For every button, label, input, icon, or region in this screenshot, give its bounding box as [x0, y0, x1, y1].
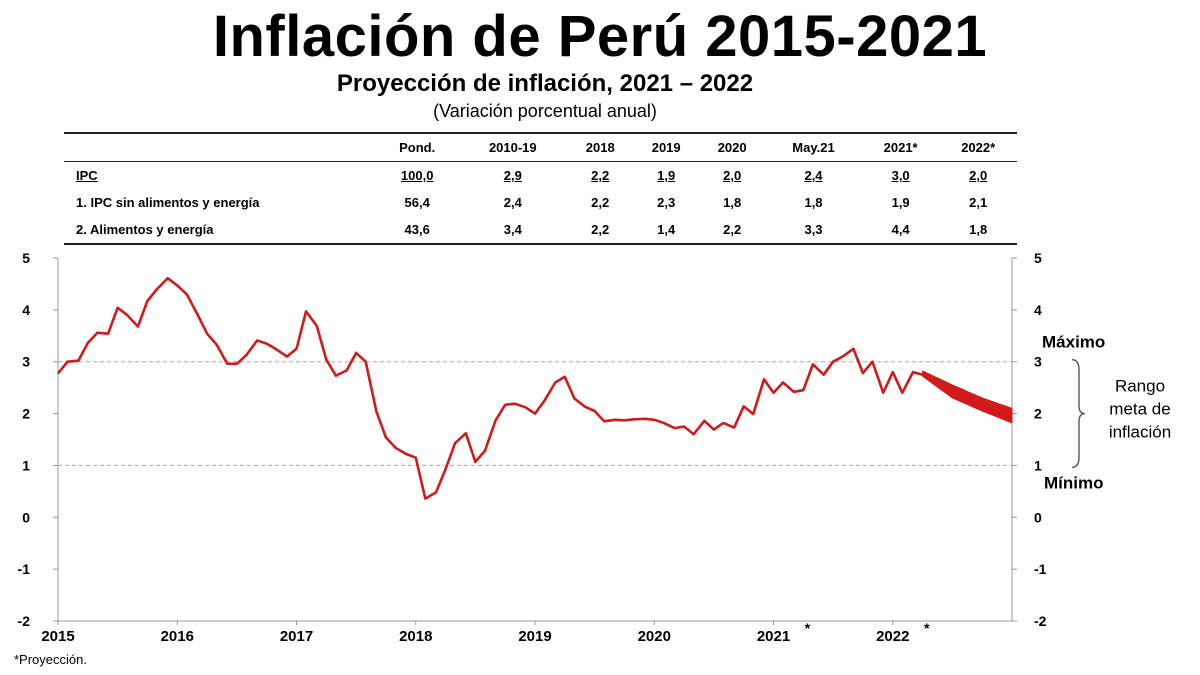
- table-header-cell: 2020: [717, 140, 747, 155]
- table-cell: 3,0: [891, 168, 910, 183]
- x-tick-label: 2021: [757, 628, 790, 645]
- target-max-label: Máximo: [1042, 333, 1105, 352]
- y-tick-label-left: 3: [22, 354, 30, 370]
- y-tick-label-right: 2: [1034, 406, 1042, 422]
- x-tick-label: 2022: [876, 628, 909, 645]
- y-tick-label-left: 4: [22, 302, 30, 318]
- table-cell: 100,0: [400, 168, 434, 183]
- table-cell: 2. Alimentos y energía: [76, 222, 214, 237]
- y-tick-label-left: 0: [22, 509, 30, 525]
- table-row-food-energy: 2. Alimentos y energía 43,6 3,4 2,2 1,4 …: [64, 216, 1017, 244]
- table-cell: 2,0: [969, 168, 988, 183]
- table-cell: 43,6: [404, 222, 430, 237]
- table-cell: 2,4: [804, 168, 823, 183]
- table-header-cell: 2021*: [883, 140, 918, 155]
- x-tick-asterisk: *: [805, 620, 811, 636]
- table-row-ipc: IPC 100,0 2,9 2,2 1,9 2,0 2,4 3,0 2,0: [64, 162, 1017, 190]
- table-cell: 2,3: [657, 195, 676, 210]
- table-cell: 2,1: [969, 195, 988, 210]
- table-cell: IPC: [76, 168, 98, 183]
- y-tick-label-left: 1: [22, 457, 30, 473]
- x-tick-label: 2018: [399, 628, 432, 645]
- table-header-cell: 2019: [651, 140, 681, 155]
- projection-band: [922, 370, 1013, 424]
- y-tick-label-left: -1: [18, 561, 31, 577]
- target-range-label: Rango: [1115, 377, 1165, 396]
- table-header-row: Pond. 2010-19 2018 2019 2020 May.21 2021…: [64, 133, 1017, 162]
- y-tick-label-right: 3: [1034, 354, 1042, 370]
- y-tick-label-right: 1: [1034, 457, 1042, 473]
- y-tick-label-left: 5: [22, 250, 30, 266]
- y-tick-label-right: 5: [1034, 250, 1042, 266]
- table-cell: 2,2: [723, 222, 742, 237]
- table-header-cell: 2018: [585, 140, 615, 155]
- table-cell: 1,8: [969, 222, 988, 237]
- y-tick-label-right: -2: [1034, 613, 1047, 629]
- table-row-core: 1. IPC sin alimentos y energía 56,4 2,4 …: [64, 189, 1017, 216]
- target-range-label: inflación: [1109, 423, 1171, 442]
- inflation-line-chart: 5 4 3 2 1 0 -1 -2 5 4 3 2 1 0 -1 -2 2015 2016 2017 2018 2019…: [18, 250, 1172, 645]
- x-tick-label: 2015: [41, 628, 74, 645]
- table-header-cell: [64, 133, 376, 162]
- x-tick-asterisk: *: [924, 620, 930, 636]
- chart-subtitle-units: (Variación porcentual anual): [433, 101, 657, 121]
- inflation-series-line: [56, 276, 923, 500]
- table-cell: 2,2: [591, 222, 610, 237]
- y-tick-label-right: 4: [1034, 302, 1042, 318]
- table-cell: 2,4: [503, 195, 522, 210]
- table-cell: 3,4: [503, 222, 522, 237]
- table-cell: 56,4: [404, 195, 430, 210]
- footnote: *Proyección.: [14, 652, 87, 667]
- target-range-label: meta de: [1109, 400, 1170, 419]
- table-cell: 4,4: [891, 222, 910, 237]
- main-title: Inflación de Perú 2015-2021: [212, 4, 988, 69]
- table-cell: 1. IPC sin alimentos y energía: [76, 195, 260, 210]
- table-cell: 1,8: [723, 195, 742, 210]
- y-tick-label-left: 2: [22, 406, 30, 422]
- table-cell: 2,2: [591, 168, 610, 183]
- table-cell: 3,3: [804, 222, 823, 237]
- x-tick-label: 2017: [280, 628, 313, 645]
- table-header-cell: May.21: [792, 140, 835, 155]
- table-cell: 2,2: [591, 195, 610, 210]
- x-tick-label: 2016: [161, 628, 194, 645]
- table-cell: 1,9: [657, 168, 676, 183]
- y-tick-label-right: -1: [1034, 561, 1047, 577]
- table-cell: 2,0: [723, 168, 742, 183]
- table-cell: 1,9: [891, 195, 910, 210]
- y-tick-label-left: -2: [18, 613, 31, 629]
- chart-subtitle: Proyección de inflación, 2021 – 2022: [336, 70, 754, 97]
- x-tick-label: 2019: [518, 628, 551, 645]
- table-header-cell: 2022*: [961, 140, 996, 155]
- y-tick-label-right: 0: [1034, 509, 1042, 525]
- projection-table: Pond. 2010-19 2018 2019 2020 May.21 2021…: [64, 132, 1017, 245]
- table-cell: 1,4: [657, 222, 676, 237]
- table-header-cell: Pond.: [399, 140, 436, 155]
- table-cell: 2,9: [503, 168, 522, 183]
- x-tick-label: 2020: [638, 628, 671, 645]
- table-cell: 1,8: [804, 195, 823, 210]
- table-header-cell: 2010-19: [488, 140, 537, 155]
- target-range-brace: [1071, 359, 1086, 469]
- target-min-label: Mínimo: [1044, 473, 1104, 492]
